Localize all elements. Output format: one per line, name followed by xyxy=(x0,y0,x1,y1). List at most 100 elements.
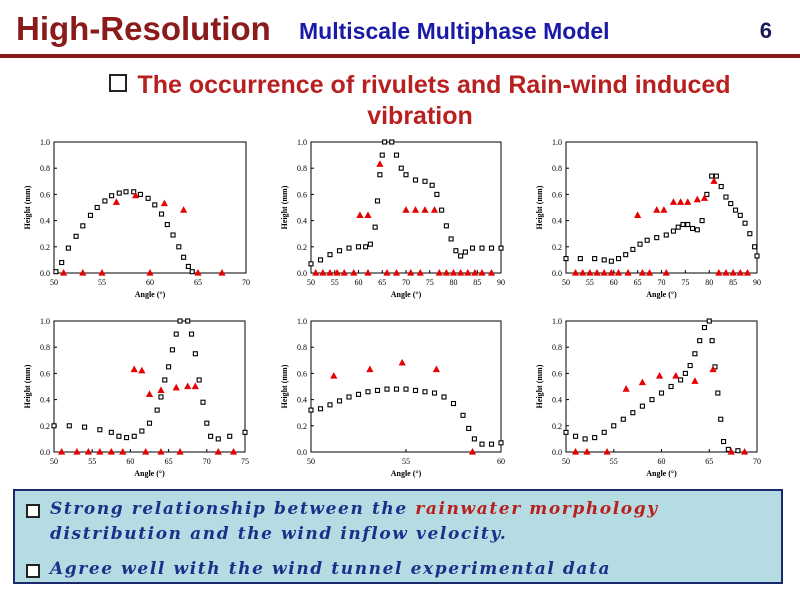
x-tick-label: 60 xyxy=(355,278,363,287)
experiment-point xyxy=(330,372,338,379)
x-tick-label: 90 xyxy=(753,278,761,287)
simulation-point xyxy=(158,211,165,217)
x-tick-label: 55 xyxy=(88,457,96,466)
y-tick-label: 0.8 xyxy=(40,343,50,352)
experiment-point xyxy=(571,448,580,455)
experiment-point xyxy=(614,269,623,276)
simulation-point xyxy=(701,324,708,331)
title-divider xyxy=(0,54,800,58)
simulation-point xyxy=(441,394,447,400)
experiment-point xyxy=(191,382,199,390)
simulation-point xyxy=(431,390,438,396)
y-tick-label: 1.0 xyxy=(552,317,562,326)
y-tick-label: 0.4 xyxy=(297,217,307,226)
x-tick-label: 65 xyxy=(378,278,386,287)
x-tick-label: 55 xyxy=(402,457,410,466)
simulation-point xyxy=(355,244,362,250)
experiment-point xyxy=(176,448,184,455)
simulation-point xyxy=(308,407,314,413)
experiment-point xyxy=(312,269,320,276)
simulation-point xyxy=(709,173,715,179)
simulation-point xyxy=(443,223,449,229)
y-tick-label: 0.0 xyxy=(552,269,562,278)
experiment-point xyxy=(366,365,374,373)
simulation-point xyxy=(592,435,598,441)
simulation-point xyxy=(460,412,466,418)
experiment-point xyxy=(638,269,646,276)
simulation-point xyxy=(488,245,495,251)
experiment-point xyxy=(471,269,479,276)
simulation-point xyxy=(374,198,381,204)
x-tick-label: 65 xyxy=(165,457,173,466)
simulation-point xyxy=(582,436,588,442)
experiment-point xyxy=(416,269,424,276)
x-tick-label: 70 xyxy=(658,278,666,287)
simulation-point xyxy=(308,261,314,267)
experiment-point xyxy=(60,269,68,276)
simulation-point xyxy=(65,245,71,251)
simulation-point xyxy=(109,193,115,199)
x-tick-label: 60 xyxy=(146,278,154,287)
simulation-point xyxy=(53,269,59,275)
square-bullet-icon xyxy=(26,564,40,578)
bullet-2-text: Agree well with the wind tunnel experime… xyxy=(50,559,612,579)
simulation-point xyxy=(737,212,743,218)
x-tick-label: 85 xyxy=(729,278,737,287)
experiment-point xyxy=(180,206,188,213)
y-tick-label: 0.2 xyxy=(40,422,50,431)
simulation-point xyxy=(697,338,703,344)
simulation-point xyxy=(131,189,137,195)
experiment-point xyxy=(157,386,165,394)
experiment-point xyxy=(586,269,594,276)
experiment-point xyxy=(392,269,401,276)
simulation-point xyxy=(317,406,324,412)
simulation-point xyxy=(317,257,324,263)
simulation-point xyxy=(170,232,176,238)
simulation-point xyxy=(192,351,198,357)
simulation-point xyxy=(675,224,681,230)
simulation-point xyxy=(181,254,187,260)
simulation-point xyxy=(685,221,691,228)
simulation-point xyxy=(94,204,100,211)
y-tick-label: 0.2 xyxy=(40,243,50,252)
simulation-point xyxy=(639,403,645,409)
simulation-point xyxy=(563,429,569,435)
experiment-point xyxy=(727,448,735,455)
simulation-point xyxy=(572,433,579,439)
simulation-point xyxy=(116,433,122,439)
experiment-point xyxy=(669,198,678,205)
experiment-point xyxy=(376,160,384,167)
experiment-point xyxy=(58,448,66,455)
simulation-point xyxy=(458,253,464,259)
experiment-point xyxy=(130,365,138,373)
simulation-point xyxy=(403,386,409,392)
simulation-point xyxy=(680,221,686,228)
x-tick-label: 80 xyxy=(705,278,713,287)
experiment-point xyxy=(432,365,440,373)
experiment-point xyxy=(487,269,496,276)
simulation-point xyxy=(66,423,72,429)
y-tick-label: 0.6 xyxy=(297,369,307,378)
y-tick-label: 0.4 xyxy=(552,396,562,405)
x-tick-label: 60 xyxy=(658,457,666,466)
experiment-point xyxy=(411,206,420,213)
experiment-point xyxy=(96,448,104,455)
x-tick-label: 55 xyxy=(610,457,618,466)
experiment-point xyxy=(709,365,717,373)
simulation-point xyxy=(718,416,724,422)
experiment-point xyxy=(691,377,699,384)
experiment-point xyxy=(157,448,165,455)
simulation-point xyxy=(644,237,650,243)
experiment-point xyxy=(435,269,443,276)
experiment-point xyxy=(229,448,238,455)
simulation-point xyxy=(227,433,233,439)
simulation-point xyxy=(367,241,373,247)
experiment-point xyxy=(132,191,140,199)
experiment-point xyxy=(600,269,608,276)
experiment-point xyxy=(743,269,752,276)
simulation-point xyxy=(623,252,629,258)
simulation-point xyxy=(694,227,700,233)
simulation-point xyxy=(471,436,477,442)
simulation-point xyxy=(601,257,607,263)
